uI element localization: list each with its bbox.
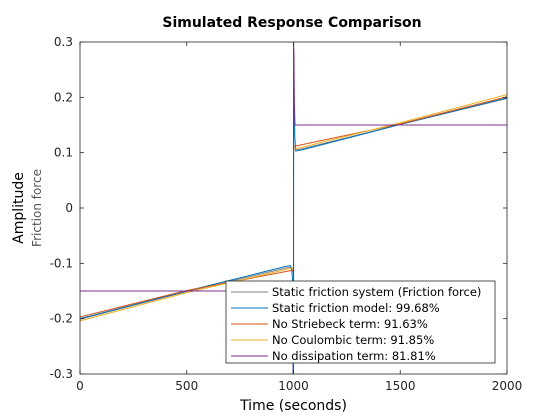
y-axis-label: Amplitude (11, 172, 27, 244)
x-tick-label: 0 (76, 379, 84, 393)
series-line-2 (80, 53, 507, 374)
x-tick-label: 1000 (278, 379, 309, 393)
tick-layer: 0 500 1000 1500 2000 -0.3 -0.2 -0.1 0 0.1 0.2 0.3 (50, 35, 523, 393)
legend-label: Static friction model: 99.68% (272, 301, 440, 315)
y-tick-label: -0.1 (50, 256, 73, 270)
legend-label: No Coulombic term: 91.85% (272, 333, 434, 347)
y-tick-label: 0.3 (54, 35, 73, 49)
y-tick-label: 0.2 (54, 90, 73, 104)
y-axis-sublabel: Friction force (30, 169, 44, 247)
y-tick-label: 0.1 (54, 146, 73, 160)
x-tick-label: 500 (175, 379, 198, 393)
legend-label: Static friction system (Friction force) (272, 285, 481, 299)
y-tick-label: 0 (65, 201, 73, 215)
legend-label: No Striebeck term: 91.63% (272, 317, 428, 331)
y-tick-label: -0.3 (50, 367, 73, 381)
x-tick-label: 1500 (385, 379, 416, 393)
series-layer (80, 42, 507, 374)
legend: Static friction system (Friction force) S… (225, 280, 496, 364)
x-axis-label: Time (seconds) (239, 398, 347, 414)
y-tick-label: -0.2 (50, 312, 73, 326)
x-tick-label: 2000 (492, 379, 523, 393)
legend-label: No dissipation term: 81.81% (272, 349, 436, 363)
legend-box (225, 280, 496, 364)
chart-title: Simulated Response Comparison (162, 15, 421, 31)
